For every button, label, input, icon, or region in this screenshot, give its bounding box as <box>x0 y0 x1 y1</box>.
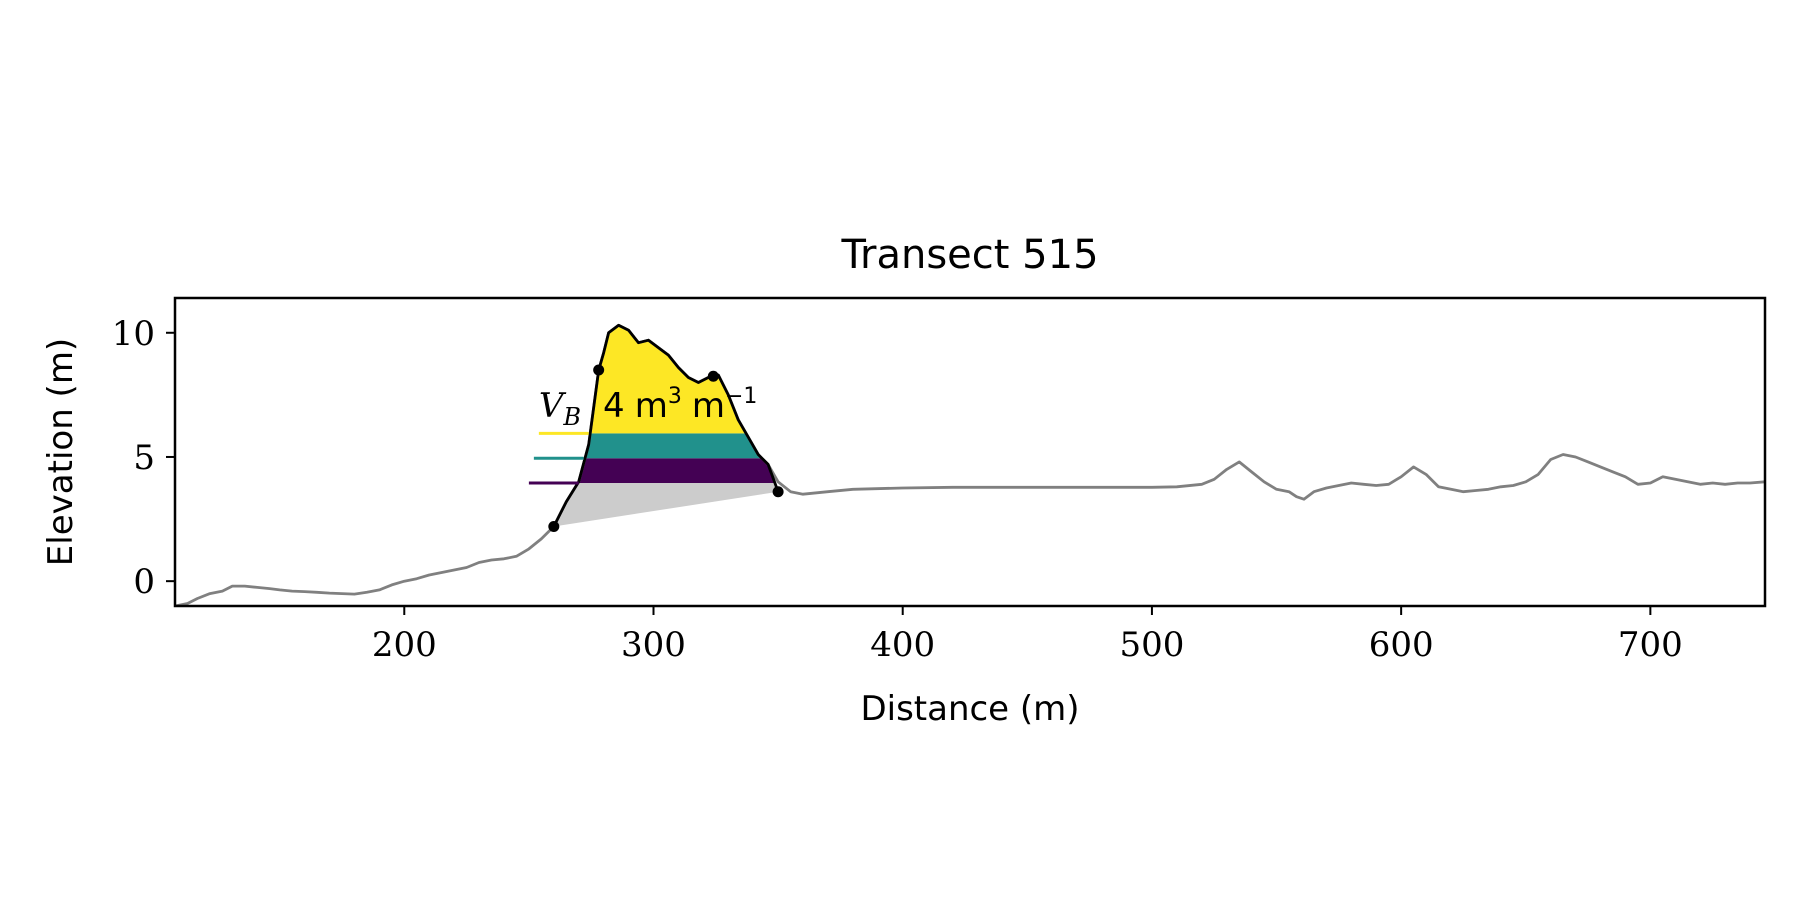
x-axis: 200 300 400 500 600 700 <box>372 606 1683 665</box>
y-tick-label-10: 10 <box>112 314 155 354</box>
volume-annotation: VB 4 m3 m−1 <box>539 384 758 431</box>
y-axis: 0 5 10 <box>112 314 175 602</box>
dune-point-3 <box>772 486 784 498</box>
toe-area-fill <box>553 483 779 527</box>
beach-profile-line <box>175 323 1765 606</box>
volume-band-1 <box>585 433 762 459</box>
dune-point-1 <box>593 364 605 376</box>
annotation-value: 4 <box>603 386 625 426</box>
dune-point-0 <box>548 521 560 533</box>
volume-band-2 <box>590 325 747 434</box>
area-fills <box>553 325 779 527</box>
annotation-unit: m <box>635 386 668 426</box>
y-axis-label: Elevation (m) <box>41 338 81 566</box>
y-tick-label-5: 5 <box>133 438 155 478</box>
annotation-unit2-exp: −1 <box>725 384 757 409</box>
volume-band-0 <box>578 458 775 483</box>
annotation-symbol: V <box>539 386 567 426</box>
annotation-subscript: B <box>562 403 581 431</box>
x-axis-label: Distance (m) <box>860 689 1079 729</box>
profile-lines <box>175 323 1765 606</box>
dune-points <box>548 364 784 533</box>
dune-point-2 <box>707 370 719 382</box>
annotation-unit2: m <box>692 386 725 426</box>
x-tick-label-200: 200 <box>372 625 437 665</box>
annotation-unit-exp: 3 <box>668 384 682 409</box>
x-tick-label-500: 500 <box>1119 625 1184 665</box>
chart-title: Transect 515 <box>840 232 1098 278</box>
y-tick-label-0: 0 <box>133 562 155 602</box>
x-tick-label-300: 300 <box>621 625 686 665</box>
dune-outline-line <box>552 323 780 528</box>
x-tick-label-700: 700 <box>1618 625 1683 665</box>
band-markers <box>528 431 589 485</box>
x-tick-label-400: 400 <box>870 625 935 665</box>
x-tick-label-600: 600 <box>1369 625 1434 665</box>
plot-frame <box>173 296 1767 608</box>
